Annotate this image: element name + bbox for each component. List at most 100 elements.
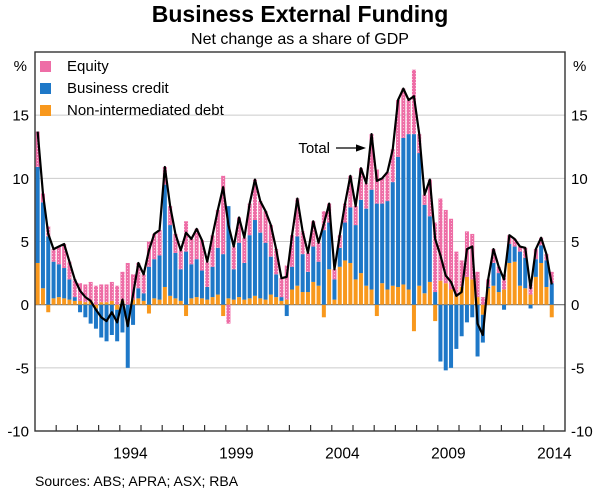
bar-segment [385,289,390,305]
bar-segment [93,308,98,329]
bar-segment [35,262,40,305]
bar-segment [279,300,284,305]
bar-segment [205,286,210,300]
bar-segment [475,271,480,298]
bar-segment [369,134,374,190]
bar-segment [120,271,125,301]
bar-segment [358,168,363,200]
bar-segment [321,304,326,318]
bar-segment [502,274,507,290]
bar-segment [385,172,390,202]
bar-segment [93,285,98,305]
bar-segment [486,288,491,305]
bar-segment [358,273,363,305]
bar-segment [533,259,538,277]
bar-segment [327,269,332,305]
bar-segment [274,249,279,275]
legend-label: Non-intermediated debt [67,101,224,119]
y-tick-label-right: 5 [571,234,579,251]
bar-segment [348,262,353,305]
bar-segment [226,298,231,305]
bar-segment [369,189,374,290]
legend-item-non-intermediated-debt: Non-intermediated debt [40,99,224,121]
plot-border [34,51,566,432]
bar-segment [507,244,512,263]
bar-segment [78,300,83,305]
bar-segment [231,269,236,300]
bar-segment [496,292,501,305]
bar-segment [491,262,496,286]
bar-segment [290,266,295,290]
bar-segment [290,289,295,305]
total-annotation-arrowhead [356,144,366,152]
bar-segment [406,100,411,135]
bar-segment [539,237,544,246]
legend-label: Business credit [67,79,169,97]
bar-segment [35,166,40,263]
bar-segment [152,298,157,305]
x-tick-label: 2004 [325,446,360,463]
bar-segment [433,292,438,305]
bar-segment [512,238,517,247]
bar-segment [549,271,554,284]
bar-segment [40,202,45,289]
bar-segment [62,298,67,305]
bar-segment [215,247,220,295]
bar-segment [491,249,496,263]
bar-segment [194,297,199,305]
bar-segment [438,280,443,305]
bar-segment [502,304,507,310]
bar-segment [539,245,544,263]
bar-segment [141,300,146,305]
bar-segment [358,199,363,274]
bar-segment [99,302,104,305]
bar-segment [109,304,114,335]
total-annotation: Total [298,140,366,157]
bar-segment [517,246,522,252]
bar-segment [284,299,289,305]
bar-segment [337,266,342,305]
y-tick-label-left: -5 [16,360,29,377]
bar-segment [104,284,109,303]
bar-segment [141,274,146,294]
bar-segment [290,235,295,267]
bar-segment [173,298,178,305]
bar-segment [231,299,236,305]
bar-segment [199,298,204,305]
bar-segment [332,299,337,305]
bar-segment [343,203,348,223]
bar-segment [258,201,263,233]
y-tick-label-left: -10 [7,424,29,441]
bar-segment [544,260,549,287]
bar-segment [252,220,257,296]
bar-segment [459,260,464,287]
bar-segment [396,156,401,287]
bar-segment [242,237,247,263]
bar-segment [210,297,215,305]
bar-segment [189,238,194,265]
bar-segment [252,179,257,221]
bar-segment [327,222,332,270]
bar-segment [353,279,358,305]
bar-segment [157,299,162,305]
bar-segment [422,293,427,305]
bar-segment [78,304,83,313]
bar-segment [157,255,162,300]
bar-segment [263,299,268,305]
bar-segment [242,262,247,300]
bar-segment [99,304,104,338]
bar-segment [258,232,263,299]
bar-segment [162,184,167,287]
bar-segment [221,175,226,255]
bar-segment [528,304,533,309]
bar-segment [237,297,242,305]
y-tick-label-right: 10 [571,171,588,188]
bar-segment [316,242,321,262]
bar-segment [268,294,273,305]
bar-segment [56,246,61,265]
bar-segment [396,286,401,305]
bar-segment [104,302,109,305]
bar-segment [343,260,348,305]
bar-segment [274,274,279,298]
bar-segment [496,266,501,274]
